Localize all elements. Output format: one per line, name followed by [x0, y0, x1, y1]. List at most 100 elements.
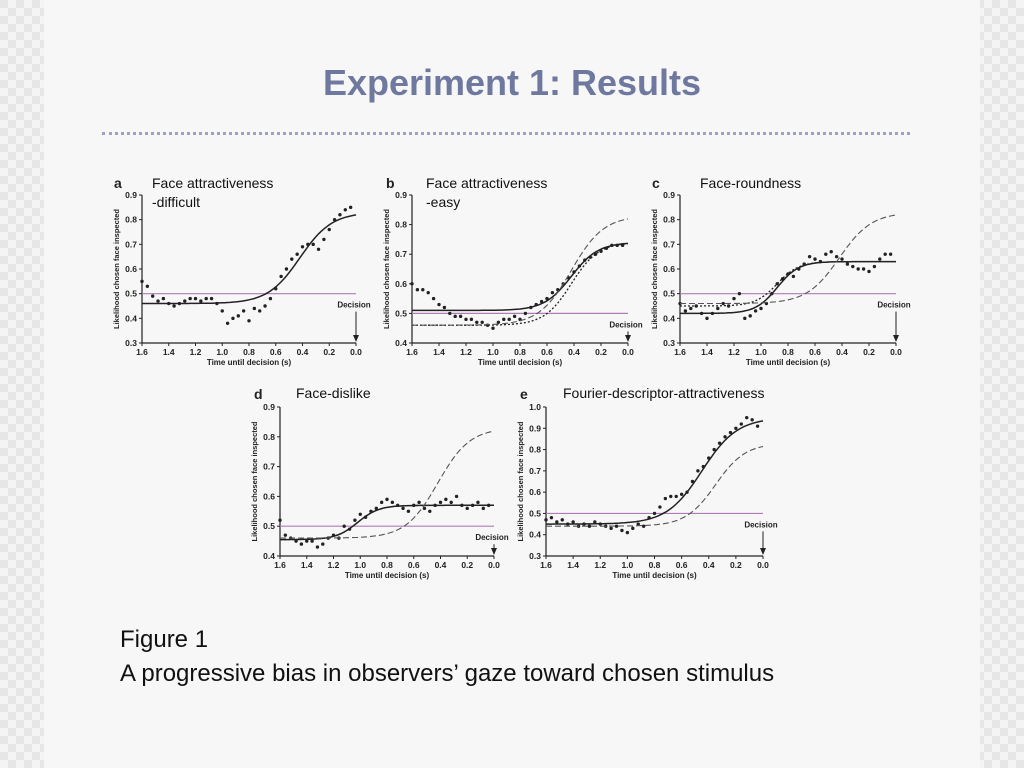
x-tick-label: 1.4	[567, 560, 579, 570]
data-point	[327, 227, 331, 232]
data-point	[502, 317, 506, 322]
chart-panel-b: 0.90.80.70.60.50.41.6 1.4 1.2 1.0 0.8 0.6 0.4 0…	[382, 175, 643, 367]
data-point	[161, 296, 166, 301]
y-tick-label: 0.9	[125, 190, 137, 200]
x-tick-label: 0.8	[381, 560, 393, 570]
x-tick-label: 0.2	[863, 347, 875, 357]
data-point	[571, 520, 575, 524]
panel-subtitle: Face-roundness	[700, 175, 801, 191]
data-point	[555, 520, 559, 524]
data-point	[358, 512, 362, 516]
x-tick-label: 1.0	[621, 560, 633, 570]
chart-panel-a: 0.9 0.8 0.7 0.6 0.5 0.4 0.31.6 1.4 1.2 1.0 0.8 0.6 0…	[112, 175, 371, 367]
x-tick-label: 0.8	[782, 347, 794, 357]
decision-label: Decision	[609, 320, 642, 329]
data-point	[156, 299, 160, 303]
fit-curve-solid	[546, 420, 764, 525]
data-point	[679, 492, 684, 496]
y-tick-label: 0.3	[663, 338, 675, 348]
y-tick-label: 0.7	[395, 249, 407, 259]
data-point	[458, 314, 463, 319]
decision-arrow-head	[760, 548, 766, 555]
y-axis-label: Likelihood chosen face inspected	[250, 421, 259, 541]
x-tick-label: 0.6	[676, 560, 688, 570]
data-point	[204, 296, 208, 301]
x-tick-label: 0.8	[243, 347, 255, 357]
data-point	[614, 524, 619, 528]
data-point	[252, 306, 257, 311]
decision-label: Decision	[744, 520, 777, 529]
decision-label: Decision	[877, 301, 910, 310]
decision-arrow-head	[893, 335, 899, 342]
y-tick-label: 0.9	[529, 423, 541, 433]
x-tick-label: 0.8	[514, 347, 526, 357]
data-point	[231, 316, 235, 321]
x-tick-label: 0.0	[488, 560, 500, 570]
data-point	[481, 506, 485, 511]
data-point	[743, 316, 747, 321]
data-point	[689, 306, 693, 311]
data-point	[310, 539, 314, 543]
data-point	[861, 267, 866, 271]
y-tick-label: 0.9	[395, 190, 407, 200]
x-tick-label: 1.2	[594, 560, 606, 570]
data-point	[878, 257, 882, 261]
x-tick-label: 0.4	[297, 347, 309, 357]
y-tick-label: 0.9	[263, 402, 275, 412]
data-point	[669, 494, 673, 499]
x-tick-label: 1.2	[328, 560, 340, 570]
data-point	[496, 320, 501, 324]
data-point	[739, 422, 743, 426]
data-point	[410, 282, 414, 286]
data-point	[737, 291, 742, 296]
data-point	[454, 494, 459, 499]
chart-panel-d: 0.90.80.70.60.50.41.6 1.4 1.2 1.0 0.8 0.6 0.4 0…	[250, 385, 509, 580]
y-axis-label: Likelihood chosen face inspected	[382, 209, 391, 329]
data-point	[712, 447, 716, 452]
y-tick-label: 0.7	[125, 239, 137, 249]
x-tick-label: 1.6	[406, 347, 418, 357]
data-point	[283, 533, 288, 537]
panel-letter: a	[114, 175, 122, 191]
y-axis-label: Likelihood chosen face inspected	[650, 209, 659, 329]
y-tick-label: 0.6	[395, 279, 407, 289]
data-point	[421, 288, 425, 292]
decision-arrow-head	[353, 335, 359, 342]
data-point	[696, 469, 700, 473]
y-tick-label: 0.7	[529, 466, 541, 476]
y-tick-label: 0.8	[263, 432, 275, 442]
data-point	[721, 301, 725, 306]
data-point	[593, 520, 597, 524]
y-tick-label: 0.5	[529, 508, 541, 518]
y-tick-label: 0.4	[395, 338, 407, 348]
data-point	[438, 500, 443, 505]
data-point	[342, 524, 346, 528]
data-point	[856, 267, 860, 271]
data-point	[652, 511, 657, 516]
data-point	[348, 205, 353, 210]
x-tick-label: 0.4	[836, 347, 848, 357]
data-point	[431, 296, 436, 301]
data-point	[428, 509, 432, 513]
y-tick-label: 0.8	[125, 215, 137, 225]
data-point	[338, 213, 342, 217]
decision-label: Decision	[337, 301, 370, 310]
data-point	[268, 296, 273, 301]
data-point	[284, 267, 289, 271]
y-tick-label: 0.5	[125, 289, 137, 299]
panel-subtitle-line: Fourier-descriptor-attractiveness	[563, 385, 765, 401]
x-axis-label: Time until decision (s)	[478, 358, 563, 367]
data-point	[209, 296, 214, 301]
x-axis-label: Time until decision (s)	[207, 358, 292, 367]
data-point	[717, 441, 722, 445]
panel-subtitle-line: Face-roundness	[700, 175, 801, 191]
y-tick-label: 0.6	[529, 487, 541, 497]
x-tick-label: 1.6	[540, 560, 552, 570]
title-divider	[102, 132, 910, 135]
fit-curve-dashed	[680, 214, 897, 305]
fit-curve-dashed	[280, 430, 495, 539]
fit-curve-solid	[280, 504, 494, 541]
x-tick-label: 0.4	[435, 560, 447, 570]
data-point	[480, 320, 484, 324]
decision-arrow-head	[491, 548, 497, 555]
